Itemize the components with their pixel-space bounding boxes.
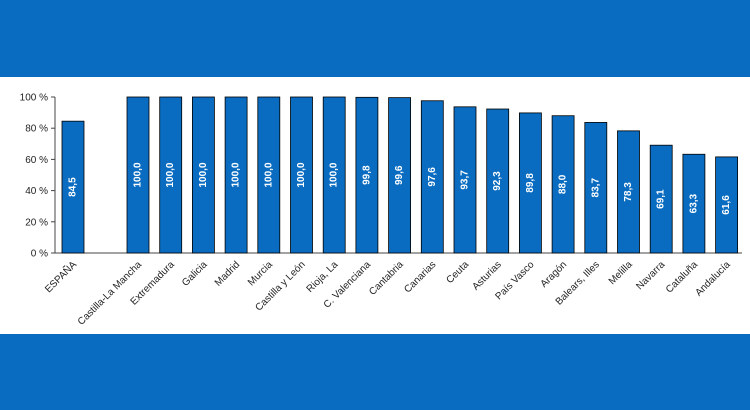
bar-value-label: 97,6 — [427, 167, 438, 187]
bar-value-label: 100,0 — [231, 162, 242, 187]
bar-value-label: 63,3 — [688, 193, 699, 213]
bar-value-label: 100,0 — [296, 162, 307, 187]
bar — [159, 96, 183, 254]
bar-value-label: 100,0 — [198, 162, 209, 187]
y-tick-label: 0 % — [31, 249, 48, 260]
x-category-label: Aragón — [539, 259, 570, 290]
y-tick-label: 100 % — [20, 93, 48, 104]
bar — [388, 97, 412, 254]
y-tick-label: 80 % — [25, 124, 48, 135]
bar-chart: 0 % 20 % 40 % 60 % 80 % 100 % 84,5 100,0 100,0 1… — [20, 93, 742, 328]
bar — [715, 156, 738, 254]
bottom-band — [0, 334, 750, 410]
x-category-label: Asturias — [470, 259, 503, 292]
bar-value-label: 89,8 — [525, 173, 536, 193]
x-category-label: Ceuta — [444, 259, 471, 286]
bar — [224, 96, 248, 254]
bar — [617, 130, 640, 254]
bars: 84,5 100,0 100,0 100,0 100,0 100,0 100,0 100,0 9… — [61, 96, 738, 254]
bar-value-label: 92,3 — [492, 171, 503, 191]
bar — [551, 115, 575, 254]
bar-value-label: 78,3 — [623, 182, 634, 202]
x-category-label: Murcia — [246, 259, 275, 288]
bar-value-label: 100,0 — [133, 162, 144, 187]
bar-value-label: 99,8 — [361, 165, 372, 185]
bar-value-label: 61,6 — [721, 195, 732, 215]
bar — [61, 120, 85, 254]
x-category-label: Canarias — [402, 259, 438, 295]
bar-value-label: 84,5 — [68, 177, 79, 197]
x-category-label: ESPAÑA — [42, 258, 80, 296]
bar — [257, 96, 281, 254]
bar — [420, 100, 444, 254]
bar — [519, 112, 542, 254]
bar — [682, 153, 706, 254]
x-category-label: Cantabria — [367, 259, 406, 298]
y-tick-label: 20 % — [25, 217, 48, 228]
bar — [290, 96, 313, 254]
x-category-label: Madrid — [213, 259, 242, 288]
y-tick-label: 40 % — [25, 186, 48, 197]
bar-value-label: 93,7 — [460, 170, 471, 190]
top-band — [0, 0, 750, 77]
bar — [486, 108, 510, 254]
x-category-label: Andalucía — [693, 259, 733, 299]
bar — [322, 96, 346, 254]
x-category-label: Navarra — [634, 259, 667, 292]
bar — [453, 106, 477, 254]
bar-value-label: 100,0 — [165, 162, 176, 187]
x-category-label: Melilla — [607, 259, 635, 287]
bar-value-label: 83,7 — [590, 178, 601, 198]
bar — [649, 144, 673, 254]
bar — [126, 96, 150, 254]
bar-value-label: 99,6 — [394, 165, 405, 185]
bar-value-label: 69,1 — [656, 189, 667, 209]
bar-value-label: 100,0 — [263, 162, 274, 187]
bar — [191, 96, 215, 254]
bar — [355, 96, 379, 254]
y-tick-label: 60 % — [25, 155, 48, 166]
bar — [584, 122, 608, 254]
bar-value-label: 88,0 — [558, 174, 569, 194]
x-category-label: Galicia — [180, 259, 210, 289]
bar-value-label: 100,0 — [329, 162, 340, 187]
